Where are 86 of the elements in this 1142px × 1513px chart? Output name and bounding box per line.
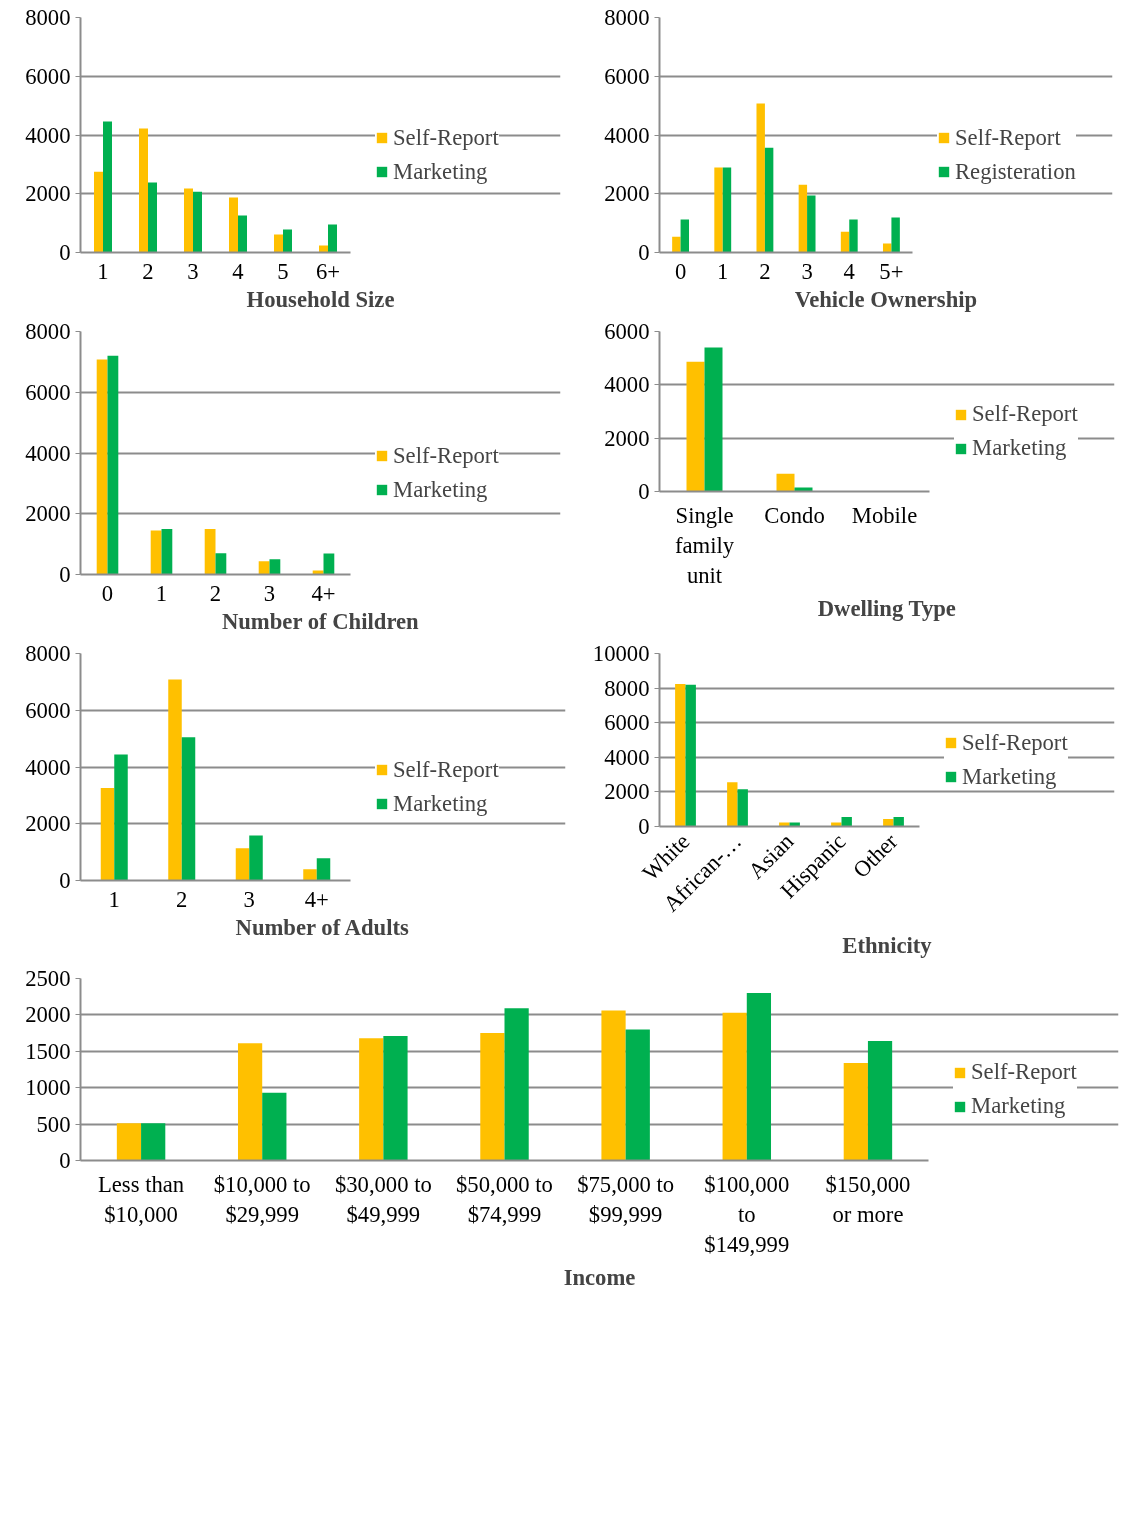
legend-label: Marketing — [972, 435, 1067, 461]
x-axis-title: Income — [563, 1264, 636, 1290]
y-tick-label: 6000 — [25, 63, 71, 89]
y-tick-label: 10000 — [592, 641, 650, 666]
legend-label: Self-Report — [971, 1059, 1077, 1085]
y-tick-label: 2000 — [604, 425, 650, 451]
x-axis-title: Ethnicity — [842, 933, 933, 959]
x-tick-label: $75,000 to $99,999 — [577, 1171, 675, 1227]
x-tick-label: $100,000 to $149,999 — [704, 1171, 790, 1257]
x-tick-label: Single family unit — [674, 502, 735, 588]
x-tick-label: $150,000 or more — [825, 1171, 911, 1227]
x-tick-label: 3 — [187, 258, 199, 284]
y-tick-label: 4000 — [604, 372, 650, 398]
x-tick-label: 2 — [142, 258, 154, 284]
x-axis-title: Dwelling Type — [817, 595, 956, 621]
y-tick-label: 2500 — [25, 966, 71, 991]
x-tick-label: 3 — [801, 258, 813, 284]
y-tick-label: 0 — [59, 562, 71, 587]
x-tick-label: 2 — [176, 886, 188, 912]
y-tick-label: 4000 — [604, 122, 650, 148]
x-tick-label: 1 — [97, 258, 109, 284]
legend-label: Self-Report — [393, 442, 499, 469]
y-tick-label: 8000 — [25, 5, 71, 30]
y-tick-label: 2000 — [25, 811, 71, 837]
y-tick-label: 6000 — [604, 63, 650, 89]
x-tick-label: 2 — [209, 580, 222, 606]
y-tick-label: 1000 — [25, 1075, 71, 1101]
y-tick-label: 1500 — [25, 1038, 71, 1064]
x-tick-label: 3 — [263, 580, 276, 606]
y-tick-label: 2000 — [25, 181, 71, 207]
legend-label: Self-Report — [393, 756, 499, 783]
x-tick-label: 1 — [108, 886, 120, 912]
x-tick-label: 1 — [155, 580, 168, 606]
y-tick-label: 0 — [638, 479, 650, 504]
legend-label: Registeration — [955, 158, 1076, 185]
x-axis-title: Household Size — [246, 286, 395, 312]
x-axis-title: Vehicle Ownership — [794, 286, 978, 312]
legend-label: Marketing — [962, 763, 1057, 790]
y-tick-label: 6000 — [604, 319, 650, 344]
legend-label: Marketing — [393, 158, 488, 185]
x-tick-label: 3 — [243, 886, 255, 912]
x-axis-title: Number of Children — [221, 608, 420, 634]
y-tick-label: 500 — [36, 1111, 71, 1137]
x-tick-label: $10,000 to $29,999 — [213, 1171, 311, 1227]
legend-label: Self-Report — [962, 729, 1068, 756]
y-tick-label: 2000 — [604, 181, 650, 207]
legend-label: Marketing — [393, 476, 488, 503]
x-tick-label: 4+ — [311, 580, 336, 606]
y-tick-label: 4000 — [25, 122, 71, 148]
y-tick-label: 6000 — [604, 710, 650, 736]
legend-label: Self-Report — [955, 124, 1061, 151]
x-tick-label: 0 — [674, 258, 687, 284]
y-tick-label: 8000 — [604, 675, 650, 701]
legend-label: Marketing — [971, 1093, 1066, 1119]
y-tick-label: 6000 — [25, 697, 71, 723]
y-tick-label: 0 — [59, 1148, 71, 1173]
y-tick-label: 4000 — [25, 440, 71, 466]
x-tick-label: Condo — [764, 502, 825, 528]
x-tick-label: 5 — [277, 258, 289, 284]
y-tick-label: 0 — [638, 240, 650, 265]
x-tick-label: 4 — [843, 258, 855, 284]
y-tick-label: 8000 — [25, 319, 71, 344]
y-tick-label: 2000 — [25, 1002, 71, 1028]
x-axis-title: Number of Adults — [235, 914, 410, 940]
y-tick-label: 8000 — [604, 5, 650, 30]
y-tick-label: 2000 — [25, 501, 71, 527]
legend-label: Marketing — [393, 790, 488, 817]
x-tick-label: $50,000 to $74,999 — [456, 1171, 553, 1227]
y-tick-label: 0 — [59, 240, 71, 265]
legend-label: Self-Report — [972, 401, 1078, 427]
x-tick-label: 4 — [232, 258, 244, 284]
x-tick-label: 1 — [717, 258, 729, 284]
x-tick-label: $30,000 to $49,999 — [334, 1171, 432, 1227]
y-tick-label: 4000 — [25, 754, 71, 780]
legend-label: Self-Report — [393, 124, 499, 151]
x-tick-label: 5+ — [879, 258, 904, 284]
x-tick-label: 4+ — [304, 886, 329, 912]
x-tick-label: 6+ — [315, 258, 341, 284]
y-tick-label: 4000 — [604, 744, 650, 770]
y-tick-label: 8000 — [25, 641, 71, 666]
y-tick-label: 6000 — [25, 379, 71, 405]
x-tick-label: Less than $10,000 — [97, 1171, 185, 1227]
y-tick-label: 2000 — [604, 779, 650, 805]
x-tick-label: 2 — [759, 258, 771, 284]
x-tick-label: Mobile — [851, 502, 918, 528]
x-tick-label: 0 — [101, 580, 114, 606]
